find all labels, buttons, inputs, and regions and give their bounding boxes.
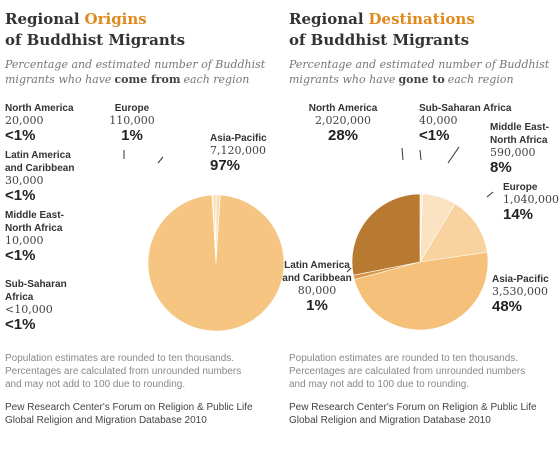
leader-line bbox=[401, 147, 404, 161]
slice-name: Latin America bbox=[5, 150, 71, 161]
slice-name: Europe bbox=[503, 182, 538, 193]
pie-slice bbox=[419, 203, 488, 263]
subtitle-text: each region bbox=[448, 73, 514, 86]
subtitle-emphasis: come from bbox=[114, 73, 180, 86]
slice-estimate: 3,530,000 bbox=[492, 285, 548, 298]
leader-line bbox=[486, 191, 494, 198]
subtitle: Percentage and estimated number of Buddh… bbox=[288, 58, 550, 71]
title-highlight: Destinations bbox=[369, 10, 475, 28]
slice-percent: 28% bbox=[328, 127, 358, 144]
source: Global Religion and Migration Database 2… bbox=[5, 415, 207, 426]
chart: Regional Origins of Buddhist Migrants Perce… bbox=[4, 10, 285, 426]
subtitle-emphasis: gone to bbox=[398, 73, 444, 86]
slice-estimate: 1,040,000 bbox=[503, 193, 559, 206]
source: Pew Research Center's Forum on Religion … bbox=[289, 402, 537, 413]
slice-name: Sub-Saharan bbox=[5, 279, 67, 290]
leader-line bbox=[447, 146, 460, 164]
slice-percent: <1% bbox=[5, 127, 35, 144]
slice-percent: <1% bbox=[5, 316, 35, 333]
slice-name: and Caribbean bbox=[282, 273, 351, 284]
slice-percent: 97% bbox=[210, 157, 240, 174]
slice-name: Sub-Saharan Africa bbox=[419, 103, 512, 114]
slice-name: Middle East- bbox=[5, 210, 64, 221]
slice-percent: <1% bbox=[5, 187, 35, 204]
footnote: and may not add to 100 due to rounding. bbox=[5, 379, 185, 390]
pie-slice bbox=[353, 251, 489, 331]
slice-estimate: 110,000 bbox=[109, 114, 155, 127]
source: Pew Research Center's Forum on Religion … bbox=[5, 402, 253, 413]
subtitle: Percentage and estimated number of Buddh… bbox=[4, 58, 266, 71]
source: Global Religion and Migration Database 2… bbox=[289, 415, 491, 426]
subtitle-text: migrants who have bbox=[5, 73, 112, 86]
footnote: Population estimates are rounded to ten … bbox=[5, 353, 234, 364]
slice-estimate: <10,000 bbox=[5, 303, 53, 316]
slice-name: Latin America bbox=[284, 260, 350, 271]
footnote: Percentages are calculated from unrounde… bbox=[289, 366, 525, 377]
slice-name: North Africa bbox=[490, 135, 548, 146]
chart: Regional Destinations of Buddhist Migrants… bbox=[282, 10, 559, 426]
leader-line bbox=[346, 267, 352, 273]
slice-estimate: 80,000 bbox=[298, 284, 337, 297]
slice-percent: <1% bbox=[5, 247, 35, 264]
slice-estimate: 20,000 bbox=[5, 114, 44, 127]
slice-percent: 48% bbox=[492, 298, 522, 315]
slice-estimate: 590,000 bbox=[490, 146, 536, 159]
footnote: Population estimates are rounded to ten … bbox=[289, 353, 518, 364]
chart-title: Regional Destinations bbox=[289, 10, 475, 28]
title-highlight: Origins bbox=[85, 10, 147, 28]
slice-estimate: 2,020,000 bbox=[315, 114, 371, 127]
chart-title: Regional Origins bbox=[5, 10, 147, 28]
footnote: Percentages are calculated from unrounde… bbox=[5, 366, 241, 377]
subtitle: migrants who have gone to each region bbox=[289, 73, 514, 86]
slice-percent: 14% bbox=[503, 206, 533, 223]
slice-name: Asia-Pacific bbox=[492, 274, 549, 285]
title-lead: Regional bbox=[289, 10, 364, 28]
slice-percent: 1% bbox=[306, 297, 328, 314]
slice-name: and Caribbean bbox=[5, 163, 74, 174]
subtitle: migrants who have come from each region bbox=[5, 73, 249, 86]
leader-line bbox=[157, 156, 164, 164]
pie-slice bbox=[147, 194, 285, 332]
slice-estimate: 40,000 bbox=[419, 114, 458, 127]
pie-slice bbox=[351, 193, 421, 276]
slice-estimate: 7,120,000 bbox=[210, 144, 266, 157]
slice-name: Middle East- bbox=[490, 122, 549, 133]
slice-percent: 8% bbox=[490, 159, 512, 176]
slice-name: North Africa bbox=[5, 223, 63, 234]
slice-name: Asia-Pacific bbox=[210, 133, 267, 144]
pie-slice bbox=[214, 194, 217, 264]
subtitle-text: migrants who have bbox=[289, 73, 396, 86]
slice-estimate: 30,000 bbox=[5, 174, 44, 187]
title-lead: Regional bbox=[5, 10, 80, 28]
slice-percent: <1% bbox=[419, 127, 449, 144]
footnote: and may not add to 100 due to rounding. bbox=[289, 379, 469, 390]
slice-name: Africa bbox=[5, 292, 34, 303]
slice-name: North America bbox=[5, 103, 74, 114]
leader-line bbox=[419, 149, 422, 161]
slice-percent: 1% bbox=[121, 127, 143, 144]
chart-title: of Buddhist Migrants bbox=[5, 31, 185, 49]
slice-name: Europe bbox=[115, 103, 150, 114]
slice-estimate: 10,000 bbox=[5, 234, 44, 247]
slice-name: North America bbox=[309, 103, 378, 114]
chart-title: of Buddhist Migrants bbox=[289, 31, 469, 49]
subtitle-text: each region bbox=[183, 73, 249, 86]
